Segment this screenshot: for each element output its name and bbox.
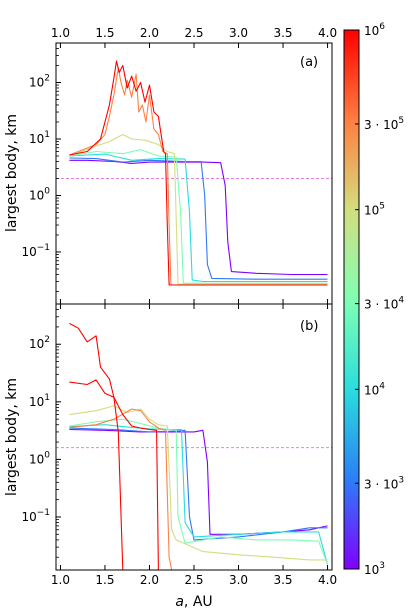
x-tick-label-bottom-1: 1.5	[95, 573, 114, 587]
colorbar-tick-label-0: 103	[364, 561, 385, 577]
x-tick-label-bottom-2: 2.0	[140, 573, 159, 587]
colorbar-ticks: 103 3 · 103 104 3 · 104 105 3 · 105 106	[355, 22, 404, 577]
panel-b-y-tick-label-0: 10−1	[21, 508, 50, 524]
panel-a-series-0-line	[69, 159, 328, 276]
colorbar-tick-label-3: 3 · 104	[364, 296, 404, 312]
panel-b-series-5-line	[69, 408, 173, 570]
panel-a-frame	[55, 42, 333, 305]
panel-b-series-0-line	[69, 428, 328, 535]
panel-a-annotation: (a)	[300, 55, 318, 70]
panel-b-y-tick-label-2: 101	[29, 393, 50, 409]
panel-a-series-5-line	[69, 67, 328, 286]
panel-b-series-3-line	[69, 418, 329, 565]
colorbar: 103 3 · 103 104 3 · 104 105 3 · 105 106	[343, 22, 404, 577]
colorbar-tick-label-6: 106	[364, 22, 385, 38]
panel-b-series-7-line	[69, 322, 124, 570]
x-tick-label-top-6: 4.0	[318, 26, 337, 40]
colorbar-tick-label-4: 105	[364, 202, 385, 218]
x-axis-label-variable: a	[175, 594, 184, 610]
x-tick-label-top-4: 3.0	[229, 26, 248, 40]
panel-b: 10−1 100 101 102 1.0 1.5 2.0 2.5 3.0 3.5 4.0 (b) l…	[4, 303, 337, 587]
x-axis-label-unit: , AU	[184, 594, 213, 610]
panel-b-series-layer	[69, 322, 329, 570]
panel-a-y-axis-label: largest body, km	[4, 114, 20, 232]
x-tick-label-top-0: 1.0	[51, 26, 70, 40]
x-tick-label-top-3: 2.5	[184, 26, 203, 40]
panel-a-series-6-line	[69, 60, 328, 286]
x-tick-label-bottom-4: 3.0	[229, 573, 248, 587]
panel-a-series-1-line	[69, 157, 328, 280]
x-tick-label-top-2: 2.0	[140, 26, 159, 40]
panel-a-series-4-line	[69, 133, 328, 285]
x-tick-label-bottom-5: 3.5	[273, 573, 292, 587]
colorbar-tick-label-1: 3 · 103	[364, 475, 404, 491]
x-tick-label-bottom-0: 1.0	[51, 573, 70, 587]
x-tick-label-top-1: 1.5	[95, 26, 114, 40]
panel-b-series-2-line	[69, 424, 329, 565]
panel-b-series-4-line	[69, 405, 328, 561]
panel-a-ticks: 10−1 100 101 102 1.0 1.5 2.0 2.5 3.0 3.5 4.0	[21, 26, 337, 304]
panel-a-y-tick-label-3: 102	[29, 73, 50, 89]
panel-a-series-3-line	[69, 149, 328, 284]
panel-a-series-layer	[69, 60, 328, 286]
x-tick-label-bottom-6: 4.0	[318, 573, 337, 587]
panel-a-y-tick-label-1: 100	[29, 186, 50, 202]
colorbar-tick-label-5: 3 · 105	[364, 116, 404, 132]
panel-b-y-tick-label-3: 102	[29, 335, 50, 351]
panel-b-annotation: (b)	[300, 319, 318, 334]
x-axis-label: a, AU	[175, 594, 212, 610]
colorbar-tick-label-2: 104	[364, 381, 385, 397]
panel-b-series-1-line	[69, 427, 328, 541]
colorbar-gradient	[343, 29, 360, 570]
x-tick-label-top-5: 3.5	[273, 26, 292, 40]
panel-a-series-2-line	[69, 153, 328, 283]
panel-a-y-tick-label-2: 101	[29, 130, 50, 146]
x-tick-label-bottom-3: 2.5	[184, 573, 203, 587]
panel-b-ticks: 10−1 100 101 102 1.0 1.5 2.0 2.5 3.0 3.5 4.0	[21, 304, 337, 587]
panel-a: 10−1 100 101 102 1.0 1.5 2.0 2.5 3.0 3.5 4.0 (a) l…	[4, 26, 337, 305]
panel-b-series-6-line	[69, 379, 159, 570]
panel-b-y-axis-label: largest body, km	[4, 378, 20, 496]
panel-a-y-tick-label-0: 10−1	[21, 243, 50, 259]
panel-b-y-tick-label-1: 100	[29, 450, 50, 466]
